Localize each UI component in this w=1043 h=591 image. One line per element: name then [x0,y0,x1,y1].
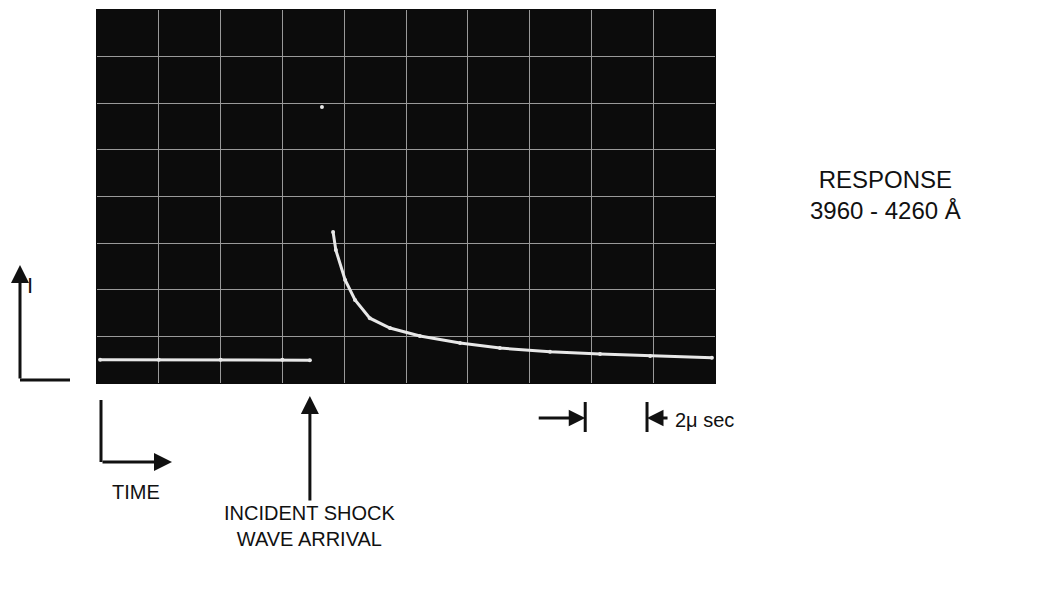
svg-text:I: I [27,273,33,298]
svg-text:TIME: TIME [112,481,160,503]
svg-text:2μ sec: 2μ sec [675,409,734,431]
svg-text:RESPONSE3960 - 4260 Å: RESPONSE3960 - 4260 Å [810,166,961,224]
svg-text:INCIDENT SHOCKWAVE ARRIVAL: INCIDENT SHOCKWAVE ARRIVAL [224,502,395,550]
